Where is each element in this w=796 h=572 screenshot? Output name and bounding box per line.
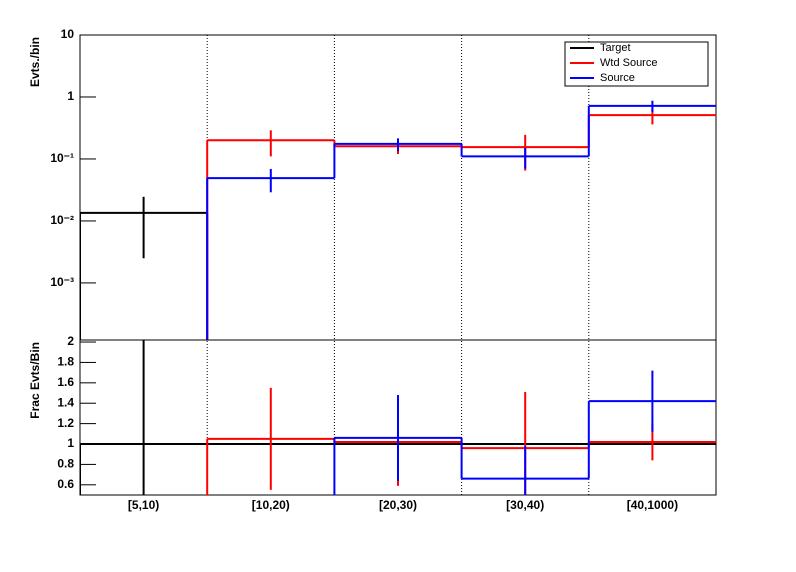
x-tick-label: [30,40) <box>506 498 544 512</box>
y-tick-label: 10⁻² <box>50 213 74 227</box>
x-tick-label: [10,20) <box>252 498 290 512</box>
x-tick-label: [40,1000) <box>627 498 678 512</box>
y-tick-label: 10 <box>61 27 75 41</box>
y-axis-title: Evts./bin <box>28 37 42 87</box>
y-tick-label: 2 <box>67 334 74 348</box>
x-tick-label: [20,30) <box>379 498 417 512</box>
y-axis-title: Frac Evts/Bin <box>28 342 42 419</box>
y-tick-label: 1.6 <box>57 375 74 389</box>
y-tick-label: 10⁻¹ <box>50 151 74 165</box>
y-tick-label: 10⁻³ <box>50 275 74 289</box>
y-tick-label: 1 <box>67 89 74 103</box>
x-tick-label: [5,10) <box>128 498 159 512</box>
y-tick-label: 1 <box>67 436 74 450</box>
y-tick-label: 1.8 <box>57 355 74 369</box>
legend-label: Target <box>600 42 631 54</box>
legend-label: Source <box>600 72 635 84</box>
plot-frame <box>79 339 717 496</box>
legend-label: Wtd Source <box>600 57 657 69</box>
y-tick-label: 0.8 <box>57 457 74 471</box>
legend: Target Wtd Source Source <box>564 41 709 87</box>
plot-area <box>80 340 716 495</box>
y-tick-label: 1.2 <box>57 416 74 430</box>
y-tick-label: 1.4 <box>57 395 74 409</box>
y-tick-label: 0.6 <box>57 477 74 491</box>
plot-area <box>80 100 716 340</box>
